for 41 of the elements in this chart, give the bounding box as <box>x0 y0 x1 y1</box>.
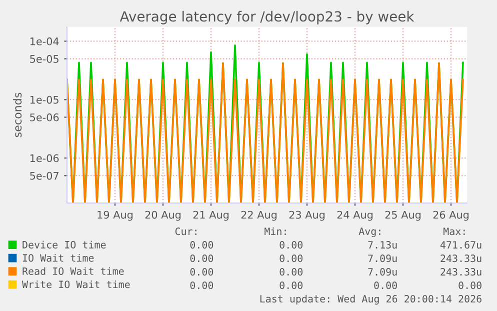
y-tick-label: 5e-06 <box>30 113 59 122</box>
legend-label: Read IO Wait time <box>22 267 124 275</box>
text: 0.00 <box>190 268 214 276</box>
text: 0.00 <box>190 241 214 249</box>
text: 0.00 <box>190 254 214 262</box>
x-tick-label: 25 Aug <box>385 210 421 221</box>
text: 0.00 <box>190 282 214 290</box>
text: 0.00 <box>280 254 303 262</box>
text: Last update: Wed Aug 26 20:00:14 2026 <box>260 294 482 305</box>
y-tick-label: 1e-05 <box>30 96 58 104</box>
text: 0.00 <box>280 282 303 290</box>
text: Cur: <box>175 228 196 236</box>
text: 0.00 <box>280 268 303 276</box>
x-tick-label: 23 Aug <box>289 210 325 221</box>
chart-title: Average latency for /dev/loop23 - by week <box>120 10 414 24</box>
text: 243.33u <box>440 254 482 262</box>
y-tick-label: 5e-07 <box>30 172 58 180</box>
text: 0.00 <box>374 282 397 290</box>
text: Min: <box>264 227 286 235</box>
text: 0.00 <box>458 282 482 290</box>
text: Avg: <box>358 228 380 238</box>
text: 243.33u <box>440 268 482 276</box>
text: 7.13u <box>368 241 397 249</box>
text: 471.67u <box>440 241 482 249</box>
legend-label: Device IO time <box>22 240 106 248</box>
y-axis-title: seconds <box>13 92 22 138</box>
y-tick-label: 5e-05 <box>30 55 58 63</box>
text: 7.09u <box>368 254 397 262</box>
text: Max: <box>444 228 465 236</box>
legend-label: IO Wait time <box>22 254 94 262</box>
x-tick-label: 24 Aug <box>337 210 373 221</box>
text: 7.09u <box>368 268 397 276</box>
x-tick-label: 26 Aug <box>433 210 469 221</box>
y-tick-label: 1e-06 <box>30 154 59 162</box>
y-tick-label: 1e-04 <box>30 37 59 46</box>
x-tick-label: 19 Aug <box>98 210 133 221</box>
x-tick-label: 20 Aug <box>145 210 181 221</box>
legend-label: Write IO Wait time <box>22 280 130 288</box>
x-tick-label: 21 Aug <box>193 210 229 221</box>
text: 0.00 <box>280 241 303 249</box>
x-tick-label: 22 Aug <box>241 210 277 221</box>
